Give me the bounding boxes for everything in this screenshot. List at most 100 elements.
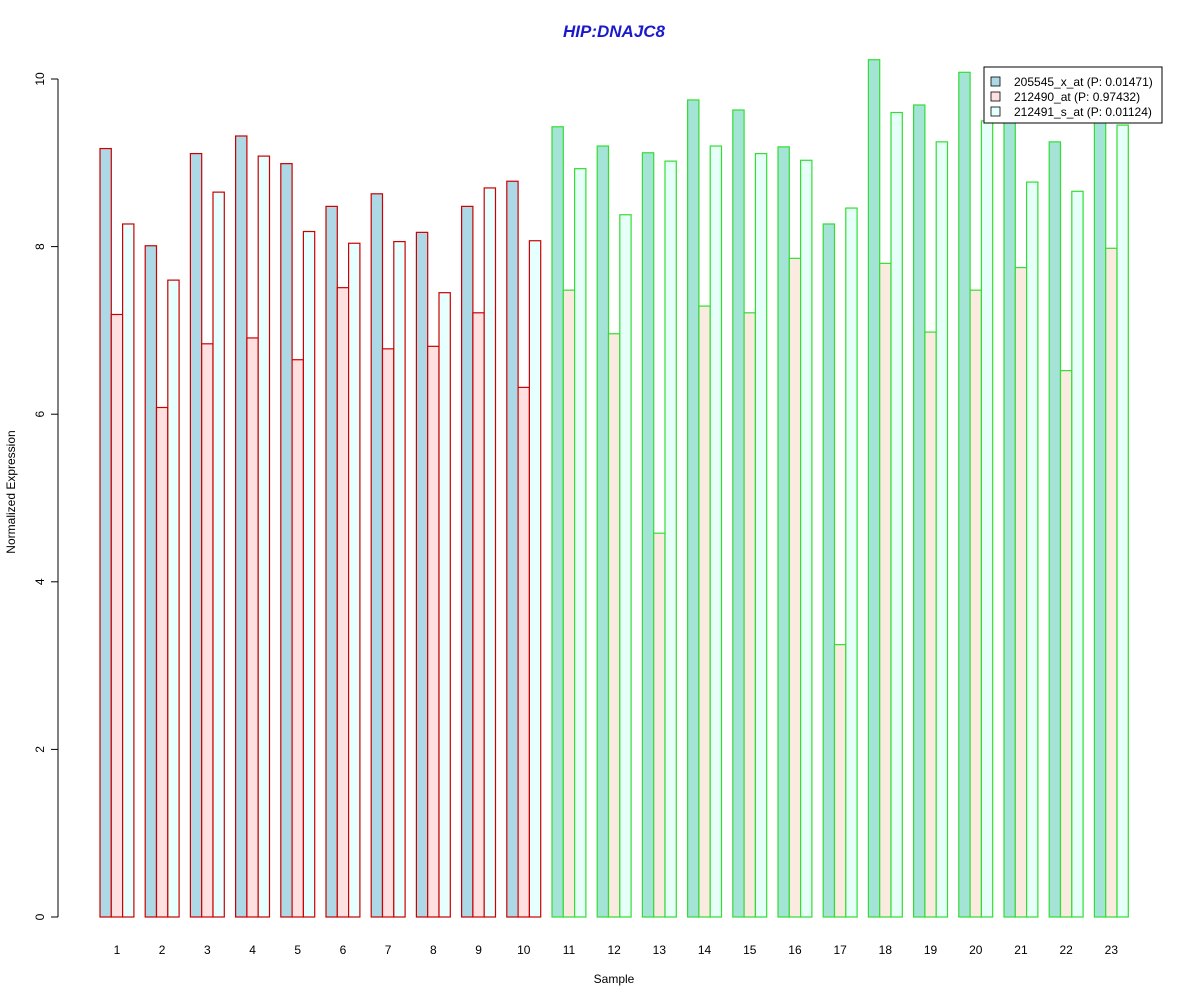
bar (732, 109, 745, 918)
legend-swatch (990, 91, 1001, 102)
x-tick-label: 1 (114, 943, 121, 957)
bar (381, 348, 395, 918)
x-tick-label: 15 (743, 943, 757, 957)
bar (348, 242, 361, 918)
y-tick-label: 10 (33, 72, 47, 86)
bar (1105, 247, 1118, 918)
x-tick-label: 23 (1105, 943, 1119, 957)
bar (325, 205, 338, 918)
bar (155, 406, 169, 918)
bar (912, 104, 926, 918)
x-tick-label: 19 (924, 943, 938, 957)
chart-title: HIP:DNAJC8 (563, 22, 666, 41)
bar (1048, 141, 1062, 918)
y-tick-label: 6 (33, 411, 47, 418)
bar (438, 292, 451, 918)
bar (302, 230, 316, 918)
bar (1116, 124, 1129, 918)
bar (822, 223, 836, 918)
bar (969, 289, 982, 918)
bar (483, 187, 497, 918)
bar (698, 305, 711, 918)
x-tick-label: 17 (833, 943, 847, 957)
x-tick-label: 5 (294, 943, 301, 957)
legend-entry: 212491_s_at (P: 0.01124) (1014, 105, 1152, 119)
x-tick-labels: 1 2 3 4 5 6 7 8 9 10 11 12 13 14 15 16 17 18 19 20 21 22 23 (114, 943, 1119, 957)
y-axis-title: Normalized Expression (4, 430, 18, 553)
bar (924, 331, 937, 918)
bar (562, 289, 576, 918)
bar (280, 163, 293, 918)
legend: 205545_x_at (P: 0.01471)212490_at (P: 0.… (983, 66, 1163, 124)
bar (370, 193, 384, 918)
bar (246, 337, 259, 918)
legend-swatch (990, 106, 1001, 117)
bar (291, 359, 305, 918)
bar (110, 313, 124, 918)
bar (879, 262, 892, 918)
x-tick-label: 10 (517, 943, 531, 957)
bar (472, 312, 485, 918)
legend-box (983, 66, 1163, 124)
x-tick-label: 7 (385, 943, 392, 957)
bar (754, 152, 768, 918)
x-tick-label: 2 (159, 943, 166, 957)
bar (833, 644, 847, 918)
bar (607, 333, 621, 918)
x-tick-label: 4 (249, 943, 256, 957)
bar (845, 207, 858, 918)
bar (212, 191, 225, 918)
y-tick-label: 4 (33, 578, 47, 585)
bar (653, 532, 666, 918)
x-axis-title: Sample (594, 972, 635, 986)
bar (415, 231, 429, 918)
bar (167, 279, 180, 918)
bar (743, 312, 756, 918)
bar (867, 59, 881, 918)
y-tick-label: 8 (33, 243, 47, 250)
bar (596, 145, 610, 918)
bar (980, 120, 994, 918)
x-tick-label: 13 (653, 943, 667, 957)
bar (528, 240, 542, 918)
x-tick-label: 16 (788, 943, 802, 957)
bar (686, 99, 700, 918)
bar (121, 223, 135, 918)
bar (1025, 181, 1039, 918)
bar (935, 141, 949, 918)
bar (461, 205, 474, 918)
bar (709, 145, 723, 918)
bar (890, 111, 903, 918)
bar (235, 135, 248, 918)
bar (393, 240, 406, 918)
x-tick-label: 18 (879, 943, 893, 957)
bar (799, 159, 813, 918)
bar (506, 180, 519, 918)
bar (573, 168, 587, 918)
y-tick-label: 0 (33, 913, 47, 920)
bar (1003, 116, 1016, 918)
bar (257, 155, 271, 918)
bar (1059, 370, 1073, 918)
bar (99, 147, 112, 918)
x-tick-label: 21 (1014, 943, 1028, 957)
bar (958, 71, 971, 918)
y-tick-label: 2 (33, 746, 47, 753)
bar (664, 160, 677, 918)
x-tick-label: 20 (969, 943, 983, 957)
x-tick-label: 14 (698, 943, 712, 957)
bar (551, 126, 564, 918)
bar (144, 245, 158, 918)
bar (641, 152, 655, 918)
bar (336, 287, 350, 918)
x-tick-label: 11 (563, 943, 576, 957)
y-axis: 0 2 4 6 8 10 (33, 72, 59, 920)
bar (619, 214, 632, 918)
bar (1071, 190, 1084, 918)
x-tick-label: 9 (475, 943, 482, 957)
bar (517, 386, 530, 918)
legend-entry: 212490_at (P: 0.97432) (1014, 90, 1140, 104)
legend-entry: 205545_x_at (P: 0.01471) (1014, 75, 1153, 89)
bars (99, 59, 1129, 918)
